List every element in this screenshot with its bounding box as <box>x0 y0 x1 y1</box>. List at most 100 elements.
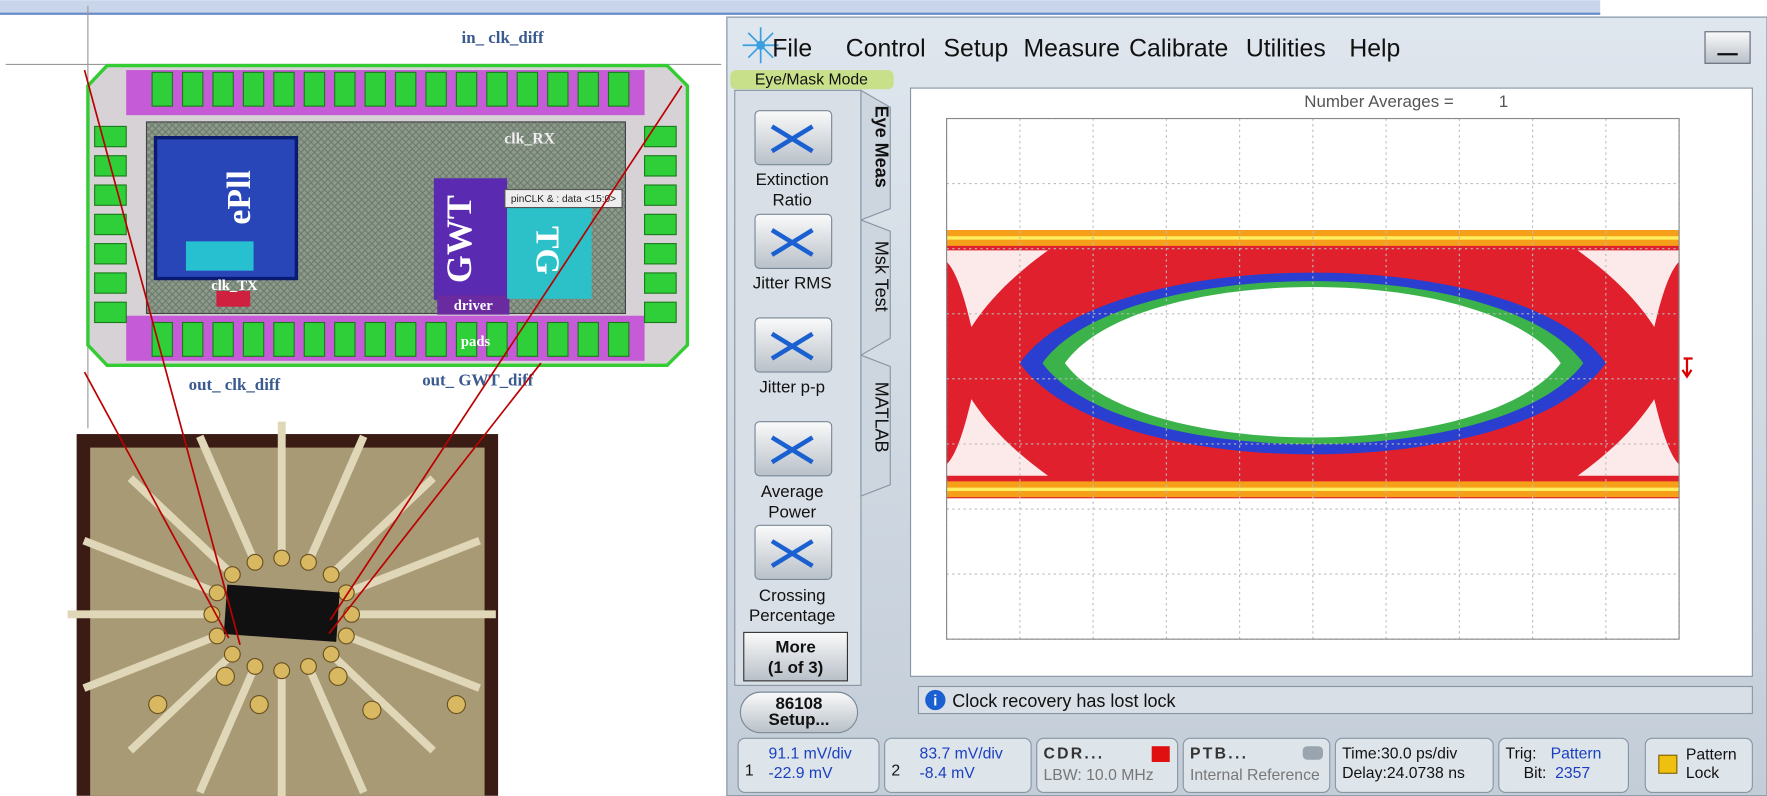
menu-item[interactable]: Setup <box>944 36 1009 63</box>
bond-pad <box>322 645 340 663</box>
tab-label[interactable]: Msk Test <box>872 241 892 312</box>
button-label: Power <box>768 502 816 521</box>
info-icon <box>925 689 946 711</box>
button-glyph <box>770 435 814 465</box>
bond-pad <box>343 605 361 623</box>
button-label: Ratio <box>773 190 812 209</box>
menu-item[interactable]: File <box>772 36 812 63</box>
status-text: 2 <box>891 763 900 780</box>
status-text: Pattern <box>1686 747 1737 764</box>
layout-label: in_ clk_diff <box>462 28 544 47</box>
pad <box>577 321 599 357</box>
pad <box>644 155 677 177</box>
tab-label[interactable]: MATLAB <box>872 382 892 453</box>
layout-label: pinCLK & : data <15:0> <box>511 194 616 205</box>
button-glyph <box>770 331 814 361</box>
pad <box>516 321 539 357</box>
status-text: CDR... <box>1044 746 1105 763</box>
tab-label[interactable]: Eye Meas <box>872 106 892 188</box>
bond-pad <box>215 666 235 686</box>
bond-pad <box>208 584 226 602</box>
logo <box>742 27 779 64</box>
menu-item[interactable]: Utilities <box>1246 36 1326 63</box>
zoom-line <box>329 85 683 621</box>
more-label: More <box>775 638 815 657</box>
minimize-button[interactable] <box>1704 31 1751 64</box>
pad <box>644 184 677 206</box>
averages-value: 1 <box>1499 92 1508 111</box>
bond-pad <box>300 553 317 571</box>
status-segment[interactable] <box>1334 737 1494 793</box>
pad <box>644 213 677 236</box>
bond-pad <box>273 549 291 567</box>
status-text: Trig: <box>1506 746 1537 763</box>
trace <box>127 649 237 754</box>
gwt-block <box>433 178 508 300</box>
pad <box>334 71 356 107</box>
trace <box>326 649 436 754</box>
pad <box>455 321 478 357</box>
status-segment[interactable] <box>737 737 880 793</box>
pad <box>94 243 127 265</box>
status-text: -8.4 mV <box>920 765 976 782</box>
pad <box>486 321 508 357</box>
pad <box>394 321 417 357</box>
pad <box>607 71 630 107</box>
chip-layout: in_ clk_diff clk_RX ePll GWT driver TG c… <box>5 5 722 429</box>
button-panel <box>734 89 862 686</box>
driver-block <box>437 295 510 315</box>
status-segment[interactable] <box>1182 737 1331 793</box>
button-glyph <box>770 228 814 257</box>
status-segment[interactable] <box>1036 737 1179 793</box>
zoom-lines <box>83 69 683 646</box>
menu-item[interactable]: Calibrate <box>1129 36 1228 63</box>
menu-item[interactable]: Control <box>846 36 926 63</box>
menu-item[interactable]: Help <box>1349 36 1400 63</box>
pad <box>151 71 173 107</box>
more-button[interactable] <box>743 631 849 682</box>
menu-item[interactable]: Measure <box>1023 36 1119 63</box>
status-text: Lock <box>1686 765 1719 782</box>
tx-block <box>216 290 251 307</box>
pad <box>212 321 234 357</box>
bond-pad <box>446 694 466 715</box>
setup-button[interactable] <box>739 691 859 734</box>
pad <box>94 125 127 148</box>
bond-pad <box>328 666 348 686</box>
button-label: Extinction <box>756 170 829 189</box>
pad <box>151 321 173 357</box>
button-label: Percentage <box>749 606 835 625</box>
bond-pad <box>273 662 291 680</box>
status-text: 83.7 mV/div <box>920 746 1003 763</box>
status-text: Pattern <box>1551 746 1602 763</box>
bond-pad <box>322 566 340 583</box>
status-text: PTB... <box>1190 746 1248 763</box>
status-text: -22.9 mV <box>769 765 833 782</box>
pad <box>394 71 417 107</box>
pad <box>644 272 677 294</box>
status-segment[interactable] <box>1498 737 1629 793</box>
pad <box>303 321 326 357</box>
pad <box>273 71 295 107</box>
status-segment[interactable] <box>1644 737 1753 793</box>
scope-window: File Control Setup Measure Calibrate Utilitie… <box>726 16 1767 796</box>
eye-half <box>1577 250 1680 328</box>
bond-pad <box>208 627 226 645</box>
pad <box>94 272 127 294</box>
layout-label: driver <box>454 298 493 314</box>
chip-package <box>223 584 340 642</box>
bond-pad <box>203 605 221 623</box>
logo-rays <box>742 27 779 64</box>
pad <box>577 71 599 107</box>
cyan-block <box>185 241 254 271</box>
pad <box>94 301 127 324</box>
pad <box>334 321 356 357</box>
status-text: LBW: 10.0 MHz <box>1044 767 1154 784</box>
trace <box>303 434 368 566</box>
ptb-icon <box>1302 746 1323 760</box>
setup-label: 86108 <box>775 694 822 713</box>
pad <box>607 321 630 357</box>
pad <box>644 301 677 324</box>
eye-half <box>1577 399 1680 476</box>
status-segment[interactable] <box>884 737 1032 793</box>
